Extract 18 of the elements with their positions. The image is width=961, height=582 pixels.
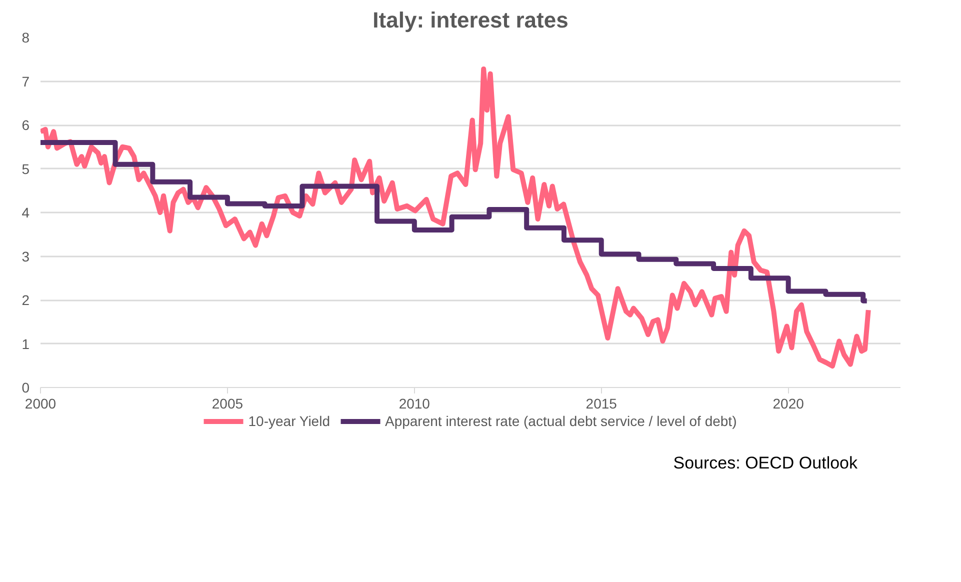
y-tick-label: 6 [22, 117, 30, 133]
legend-label: Apparent interest rate (actual debt service / level of debt) [384, 413, 737, 429]
y-tick-label: 5 [22, 160, 30, 177]
y-tick-label: 1 [22, 336, 30, 352]
x-tick-label: 2000 [24, 396, 56, 412]
y-tick-label: 8 [22, 30, 30, 46]
legend-label: 10-year Yield [248, 413, 330, 429]
x-tick-label: 2020 [772, 396, 804, 412]
chart-title: Italy: interest rates [372, 8, 568, 32]
x-tick-label: 2015 [586, 396, 618, 412]
y-tick-label: 0 [22, 380, 30, 396]
y-tick-label: 3 [22, 248, 30, 264]
y-tick-label: 2 [22, 292, 30, 308]
x-tick-label: 2005 [212, 396, 244, 412]
x-tick-label: 2010 [398, 396, 430, 412]
y-tick-label: 7 [22, 73, 30, 90]
source-note: Sources: OECD Outlook [673, 454, 858, 472]
y-tick-label: 4 [22, 204, 30, 220]
